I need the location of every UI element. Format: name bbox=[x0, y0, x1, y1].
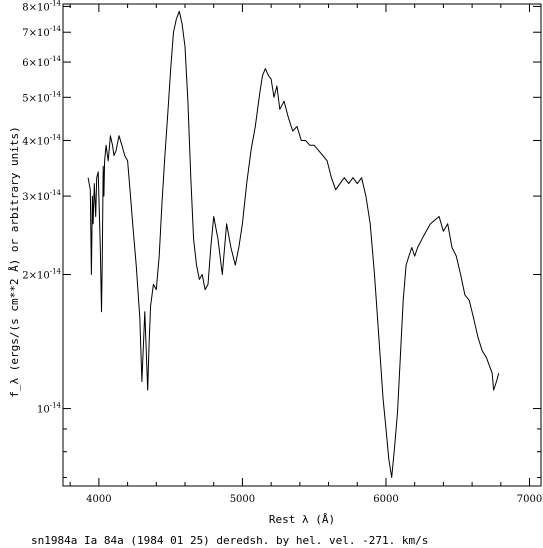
series-line-0 bbox=[87, 10, 500, 478]
x-axis-top-ticks bbox=[69, 4, 531, 12]
x-axis-bottom-ticks bbox=[69, 478, 531, 486]
y-tick-label-2: 3×10-14 bbox=[22, 189, 61, 203]
series-layer bbox=[87, 10, 500, 478]
plot-frame bbox=[62, 3, 542, 487]
y-tick-label-5: 6×10-14 bbox=[22, 55, 61, 69]
y-tick-label-1: 2×10-14 bbox=[22, 268, 61, 282]
y-axis-left-ticks bbox=[63, 5, 71, 479]
y-tick-label-0: 10-14 bbox=[37, 402, 62, 416]
chart-caption: sn1984a Ia 84a (1984 01 25) deredsh. by … bbox=[31, 534, 428, 547]
y-tick-label-7: 8×10-14 bbox=[22, 0, 61, 13]
x-tick-label-5000: 5000 bbox=[230, 494, 255, 505]
y-tick-labels: 10-14 2×10-14 3×10-14 4×10-14 5×10-14 6×10-14… bbox=[22, 0, 61, 416]
y-tick-label-6: 7×10-14 bbox=[22, 25, 61, 39]
x-tick-labels: 4000 5000 6000 7000 bbox=[86, 494, 542, 505]
y-axis-right-ticks bbox=[533, 5, 541, 479]
y-axis-label: f_λ (ergs/(s cm**2 Å) or arbitrary units… bbox=[8, 126, 21, 398]
y-tick-label-4: 5×10-14 bbox=[22, 90, 61, 104]
x-tick-label-4000: 4000 bbox=[86, 494, 111, 505]
x-tick-label-6000: 6000 bbox=[373, 494, 398, 505]
x-tick-label-7000: 7000 bbox=[517, 494, 542, 505]
x-axis-label: Rest λ (Å) bbox=[269, 513, 335, 526]
y-tick-label-3: 4×10-14 bbox=[22, 133, 61, 147]
